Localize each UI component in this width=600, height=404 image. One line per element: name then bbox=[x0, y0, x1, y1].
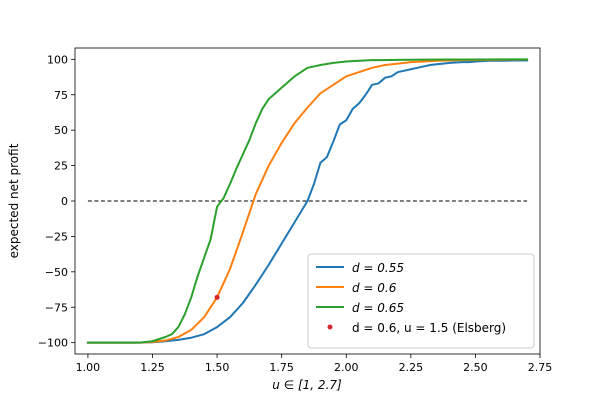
y-axis-ticks: −100 −75 −50 −25 0 25 50 75 100 bbox=[38, 53, 75, 350]
x-axis-ticks: 1.00 1.25 1.50 1.75 2.00 2.25 2.50 2.75 bbox=[76, 354, 553, 374]
x-tick-label: 2.25 bbox=[399, 361, 424, 374]
series-line-2 bbox=[86, 58, 529, 344]
y-tick-label: 50 bbox=[54, 124, 68, 137]
y-tick-label: −50 bbox=[45, 266, 68, 279]
x-tick-label: 2.00 bbox=[334, 361, 359, 374]
elsberg-point-0 bbox=[214, 294, 220, 300]
y-axis-label: expected net profit bbox=[7, 143, 21, 258]
x-tick-label: 1.75 bbox=[269, 361, 294, 374]
y-tick-label: 75 bbox=[54, 89, 68, 102]
legend-label-d065: d = 0.65 bbox=[352, 301, 404, 315]
x-axis-label: u ∈ [1, 2.7] bbox=[272, 378, 342, 392]
x-tick-label: 2.50 bbox=[463, 361, 488, 374]
y-tick-label: −25 bbox=[45, 230, 68, 243]
x-tick-label: 1.00 bbox=[76, 361, 101, 374]
y-tick-label: 25 bbox=[54, 160, 68, 173]
legend-swatch-elsberg bbox=[327, 324, 333, 330]
x-tick-label: 1.25 bbox=[140, 361, 165, 374]
y-tick-label: 0 bbox=[61, 195, 68, 208]
legend: d = 0.55 d = 0.6 d = 0.65 d = 0.6, u = 1… bbox=[307, 253, 535, 349]
legend-label-elsberg: d = 0.6, u = 1.5 (Elsberg) bbox=[352, 321, 506, 335]
y-tick-label: −100 bbox=[38, 337, 68, 350]
legend-label-d055: d = 0.55 bbox=[352, 261, 404, 275]
y-tick-label: −75 bbox=[45, 301, 68, 314]
plot-content bbox=[86, 58, 529, 344]
legend-box bbox=[307, 253, 535, 349]
x-tick-label: 1.50 bbox=[205, 361, 230, 374]
series-line-0 bbox=[86, 59, 529, 344]
x-tick-label: 2.75 bbox=[528, 361, 553, 374]
legend-label-d06: d = 0.6 bbox=[352, 281, 397, 295]
y-tick-label: 100 bbox=[47, 53, 68, 66]
